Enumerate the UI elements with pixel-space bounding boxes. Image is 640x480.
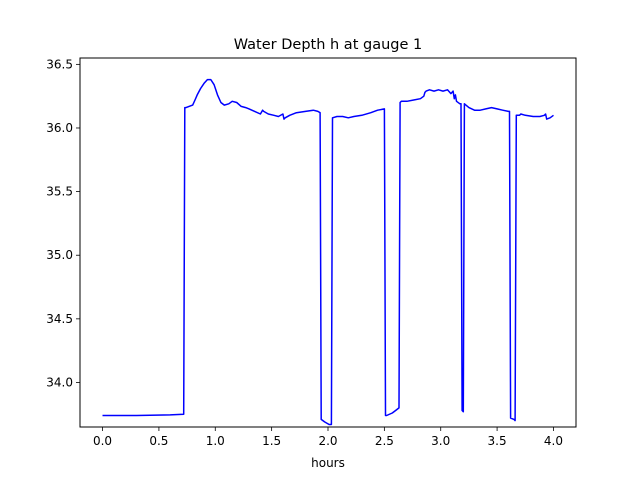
y-axis-ticks: 34.0 34.5 35.0 35.5 36.0 36.5 xyxy=(46,57,80,389)
y-tick-label: 36.5 xyxy=(46,57,73,71)
x-tick-label: 2.5 xyxy=(375,434,394,448)
x-tick-label: 2.0 xyxy=(318,434,337,448)
y-tick-label: 36.0 xyxy=(46,121,73,135)
y-tick-label: 35.0 xyxy=(46,248,73,262)
x-tick-label: 0.0 xyxy=(93,434,112,448)
x-axis-label: hours xyxy=(311,456,345,470)
x-tick-label: 3.5 xyxy=(488,434,507,448)
chart-title: Water Depth h at gauge 1 xyxy=(234,37,422,53)
y-tick-label: 34.0 xyxy=(46,375,73,389)
x-tick-label: 0.5 xyxy=(149,434,168,448)
y-tick-label: 35.5 xyxy=(46,185,73,199)
series-line-gauge-1 xyxy=(102,78,554,426)
x-tick-label: 3.0 xyxy=(431,434,450,448)
x-tick-label: 4.0 xyxy=(544,434,563,448)
y-tick-label: 34.5 xyxy=(46,312,73,326)
x-tick-label: 1.5 xyxy=(262,434,281,448)
x-axis-ticks: 0.0 0.5 1.0 1.5 2.0 2.5 3.0 3.5 4.0 xyxy=(93,427,563,448)
x-tick-label: 1.0 xyxy=(206,434,225,448)
